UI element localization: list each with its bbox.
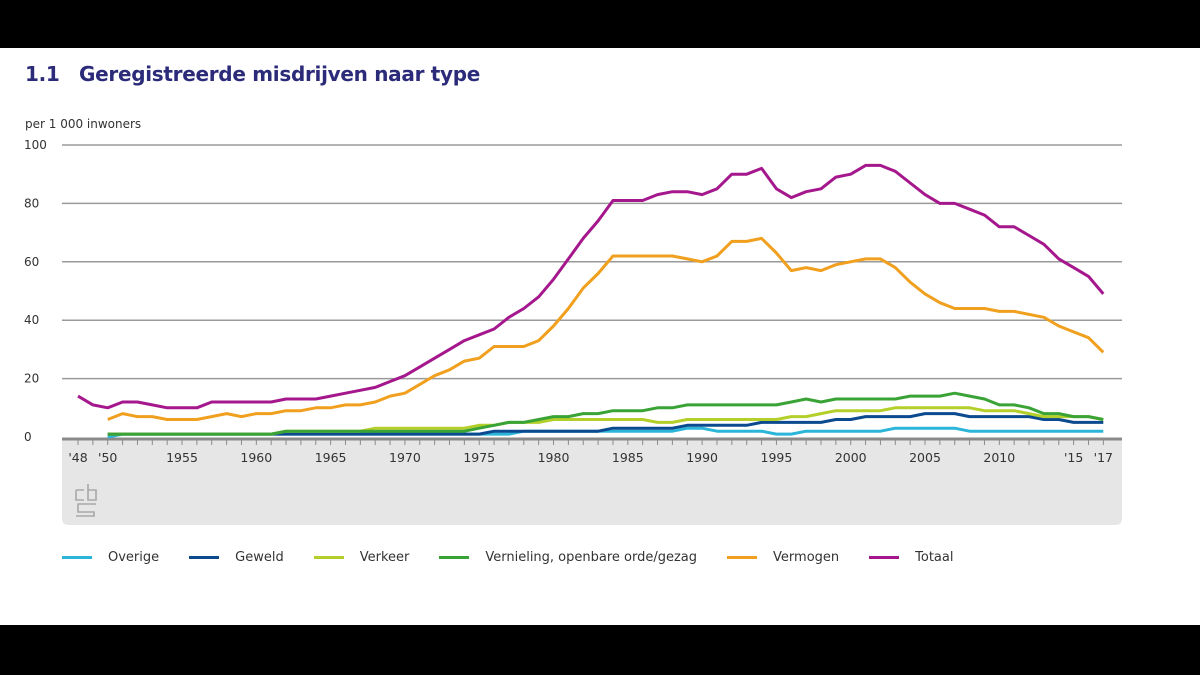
title-text: Geregistreerde misdrijven naar type (79, 62, 481, 86)
y-tick-label: 100 (24, 138, 47, 152)
x-tick-label: 1970 (389, 450, 421, 465)
legend-swatch (869, 556, 900, 559)
legend-item: Vermogen (727, 550, 839, 565)
x-tick-label: 2010 (983, 450, 1015, 465)
chart-page: 1.1 Geregistreerde misdrijven naar type p… (0, 48, 1200, 625)
cbs-logo-stroke (76, 503, 96, 517)
legend-swatch (727, 556, 758, 559)
y-tick-label: 20 (24, 372, 39, 386)
x-tick-label: 1955 (166, 450, 198, 465)
legend-label: Verkeer (359, 550, 410, 565)
series-line-geweld (107, 412, 1104, 436)
x-tick-label: 1990 (686, 450, 718, 465)
legend-swatch (439, 556, 470, 559)
legend-item: Geweld (189, 550, 284, 565)
y-tick-label: 0 (24, 430, 32, 444)
x-tick-label: 1985 (612, 450, 644, 465)
legend-swatch (62, 556, 92, 559)
series-line-vermogen (107, 236, 1105, 421)
legend-label: Vermogen (773, 550, 840, 565)
cbs-logo-stroke (75, 489, 84, 501)
y-tick-label: 80 (24, 196, 39, 210)
legend-label: Totaal (915, 550, 954, 565)
chart-title: 1.1 Geregistreerde misdrijven naar type (25, 62, 480, 86)
y-tick-label: 60 (24, 255, 39, 269)
x-tick-label: '15 (1064, 450, 1083, 465)
legend-item: Totaal (869, 550, 953, 565)
x-tick-label: '17 (1094, 450, 1113, 465)
x-tick-label: 2000 (835, 450, 867, 465)
x-tick-label: 1960 (240, 450, 272, 465)
legend-item: Overige (62, 550, 159, 565)
x-tick-label: 1995 (761, 450, 793, 465)
series-line-vernieling-openbare-orde-gezag (107, 391, 1104, 436)
legend-label: Overige (108, 550, 160, 565)
x-tick-label: 1980 (538, 450, 570, 465)
legend: Overige Geweld Verkeer Vernieling, openbare… (62, 550, 983, 565)
legend-item: Verkeer (313, 550, 410, 565)
title-number: 1.1 (25, 62, 60, 86)
y-tick-label: 40 (24, 313, 39, 327)
legend-label: Geweld (235, 550, 284, 565)
x-tick-label: 2005 (909, 450, 941, 465)
legend-label: Vernieling, openbare orde/gezag (485, 550, 698, 565)
x-axis-panel (62, 440, 1122, 525)
x-tick-label: '48 (68, 450, 87, 465)
x-tick-label: 1965 (315, 450, 347, 465)
x-tick-label: '50 (98, 450, 117, 465)
series-line-totaal (77, 163, 1105, 410)
legend-swatch (313, 556, 344, 559)
cbs-logo (75, 484, 97, 517)
y-axis-label: per 1 000 inwoners (25, 117, 142, 131)
legend-swatch (189, 556, 220, 559)
x-tick-label: 1975 (463, 450, 495, 465)
cbs-logo-stroke (87, 484, 97, 501)
legend-item: Vernieling, openbare orde/gezag (439, 550, 697, 565)
line-chart: 0 20 40 60 80 100 '48 '50 1955 1960 1965 1970 1975 19… (24, 138, 1122, 517)
